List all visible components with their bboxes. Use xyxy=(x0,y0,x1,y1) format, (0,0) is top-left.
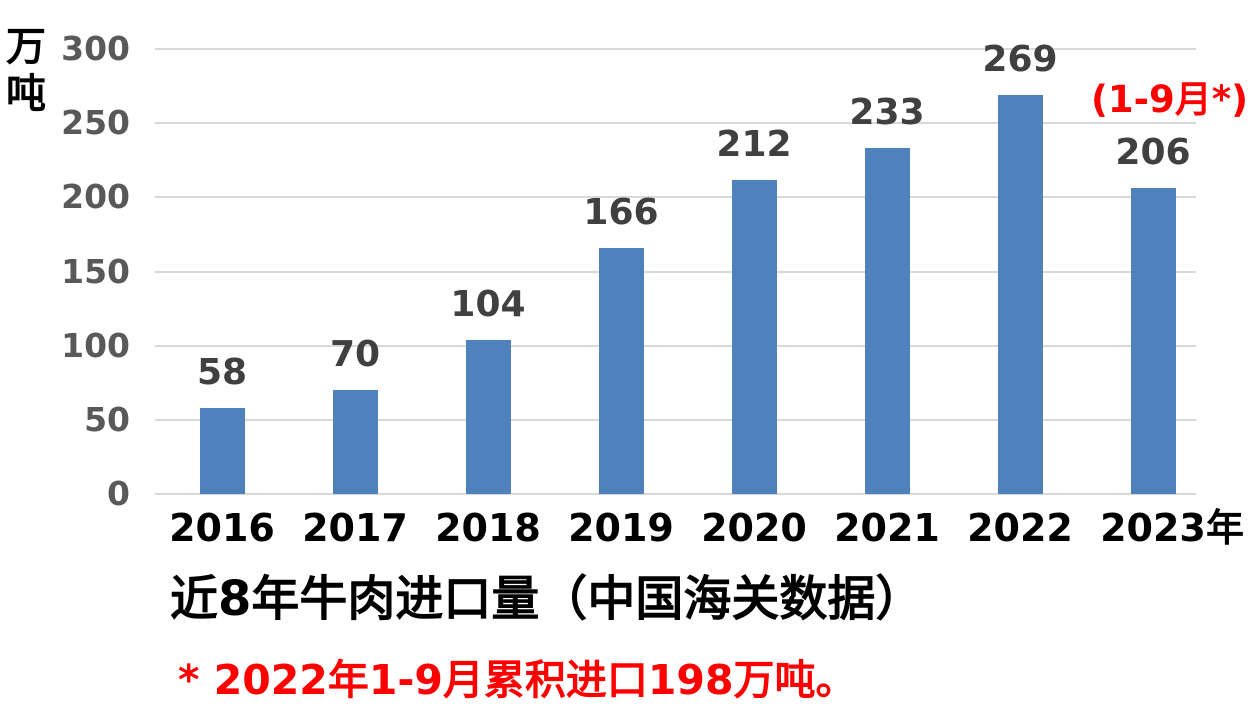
bar-2017 xyxy=(332,390,378,494)
y-axis-tick-label: 150 xyxy=(61,251,130,291)
x-axis-tick-label-2019: 2019 xyxy=(568,506,674,550)
bar-value-label-2021: 233 xyxy=(849,92,925,134)
y-axis-tick-label: 50 xyxy=(84,399,130,439)
bar-value-label-2022: 269 xyxy=(982,38,1058,80)
gridline-y-250 xyxy=(155,122,1196,125)
x-axis-tick-label-2016: 2016 xyxy=(169,506,275,550)
bar-2021 xyxy=(864,148,910,494)
x-axis-tick-label-2020: 2020 xyxy=(701,506,807,550)
bar-2020 xyxy=(731,179,777,494)
y-axis-tick-label: 300 xyxy=(61,29,130,68)
gridline-y-300 xyxy=(155,48,1196,50)
x-axis-tick-label-2017: 2017 xyxy=(302,506,408,550)
gridline-y-0 xyxy=(155,493,1196,495)
bar-2018 xyxy=(465,339,511,494)
y-axis-tick-label: 200 xyxy=(61,177,130,217)
bar-2019 xyxy=(598,247,644,494)
gridline-y-50 xyxy=(155,418,1196,421)
partial-year-annotation: (1-9月*) xyxy=(1090,78,1248,121)
x-axis-unit-label: 年 xyxy=(1206,506,1245,550)
y-axis-tick-label: 250 xyxy=(61,103,130,143)
bar-2023 xyxy=(1130,188,1176,494)
x-axis-tick-label-2023: 2023 xyxy=(1100,506,1206,550)
bar-2016 xyxy=(199,407,245,494)
chart-title: 近8年牛肉进口量（中国海关数据） xyxy=(170,571,924,627)
gridline-y-100 xyxy=(155,344,1196,347)
bar-value-label-2020: 212 xyxy=(716,123,792,165)
bar-2022 xyxy=(997,94,1043,494)
gridline-y-150 xyxy=(155,270,1196,273)
y-axis-unit-label: 万吨 xyxy=(6,24,46,117)
bar-value-label-2023: 206 xyxy=(1115,132,1191,174)
gridline-y-200 xyxy=(155,196,1196,199)
bar-value-label-2017: 70 xyxy=(329,334,381,376)
bar-value-label-2016: 58 xyxy=(196,351,248,393)
x-axis-tick-label-2018: 2018 xyxy=(435,506,541,550)
y-axis-tick-label: 100 xyxy=(61,325,130,365)
x-axis-tick-label-2021: 2021 xyxy=(834,506,940,550)
footnote-annotation: * 2022年1-9月累积进口198万吨。 xyxy=(178,656,857,704)
bar-value-label-2018: 104 xyxy=(450,283,526,325)
y-axis-tick-label: 0 xyxy=(107,474,130,513)
x-axis-tick-label-2022: 2022 xyxy=(967,506,1073,550)
bar-value-label-2019: 166 xyxy=(583,191,659,233)
